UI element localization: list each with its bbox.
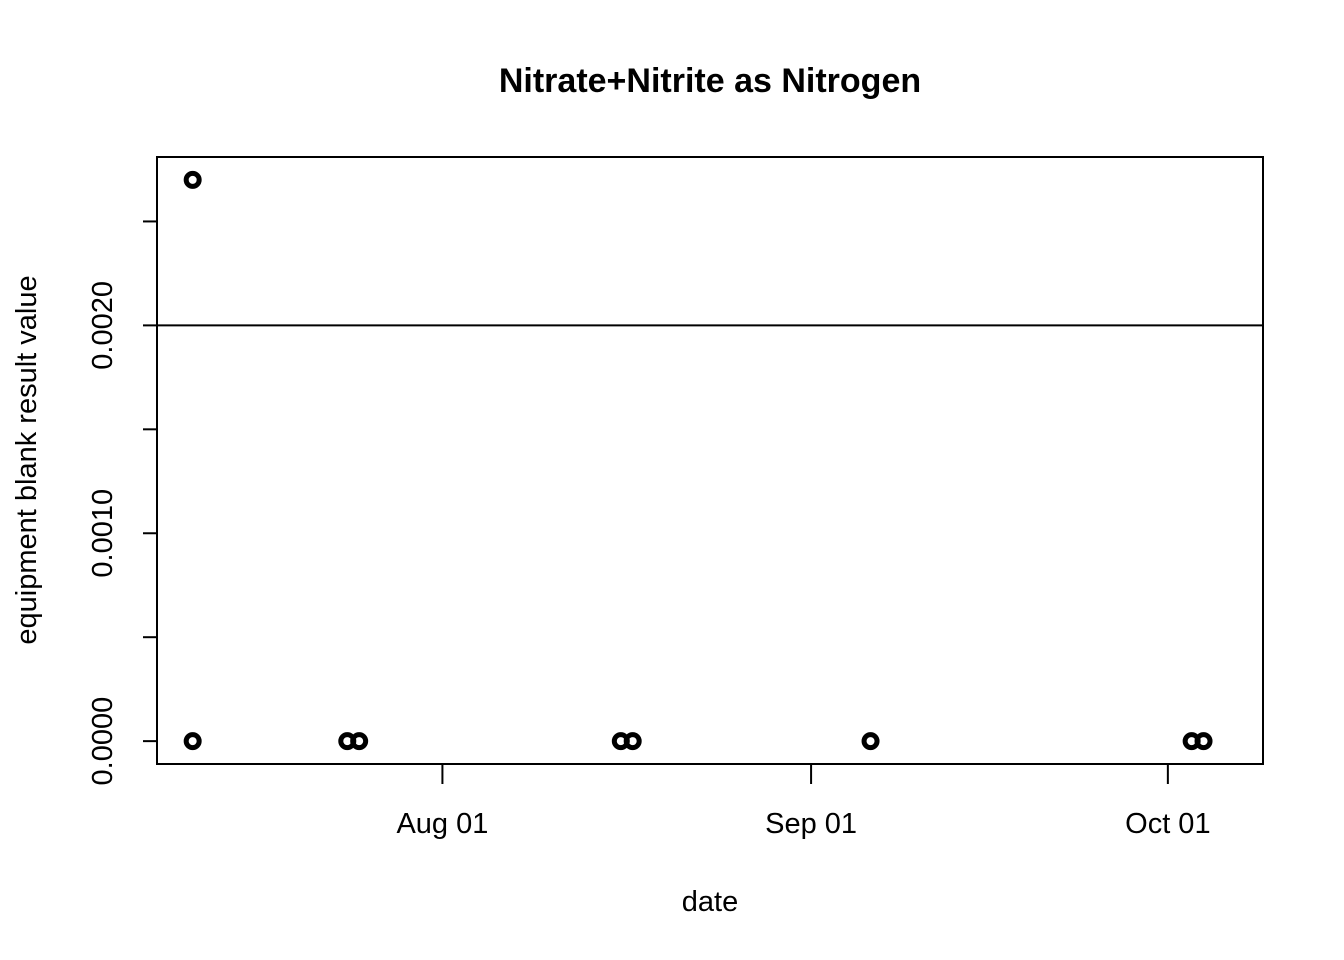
data-points bbox=[183, 170, 1213, 751]
y-tick-label: 0.0010 bbox=[87, 489, 119, 578]
plot-frame bbox=[156, 156, 1264, 765]
data-point bbox=[183, 170, 202, 189]
x-axis: Aug 01 Sep 01 Oct 01 bbox=[396, 764, 1211, 840]
x-tick-label: Sep 01 bbox=[765, 808, 857, 840]
data-point bbox=[623, 732, 642, 751]
data-point bbox=[350, 732, 369, 751]
y-tick-label: 0.0020 bbox=[87, 281, 119, 370]
chart-title: Nitrate+Nitrite as Nitrogen bbox=[499, 62, 921, 100]
data-point bbox=[861, 732, 880, 751]
x-tick-label: Aug 01 bbox=[396, 808, 488, 840]
x-tick-label: Oct 01 bbox=[1125, 808, 1210, 840]
x-axis-label: date bbox=[682, 886, 738, 918]
y-axis-label: equipment blank result value bbox=[11, 275, 43, 644]
data-point bbox=[183, 732, 202, 751]
y-axis: 0.0000 0.0010 0.0020 bbox=[87, 220, 157, 786]
data-point bbox=[1194, 732, 1213, 751]
y-tick-label: 0.0000 bbox=[87, 697, 119, 786]
